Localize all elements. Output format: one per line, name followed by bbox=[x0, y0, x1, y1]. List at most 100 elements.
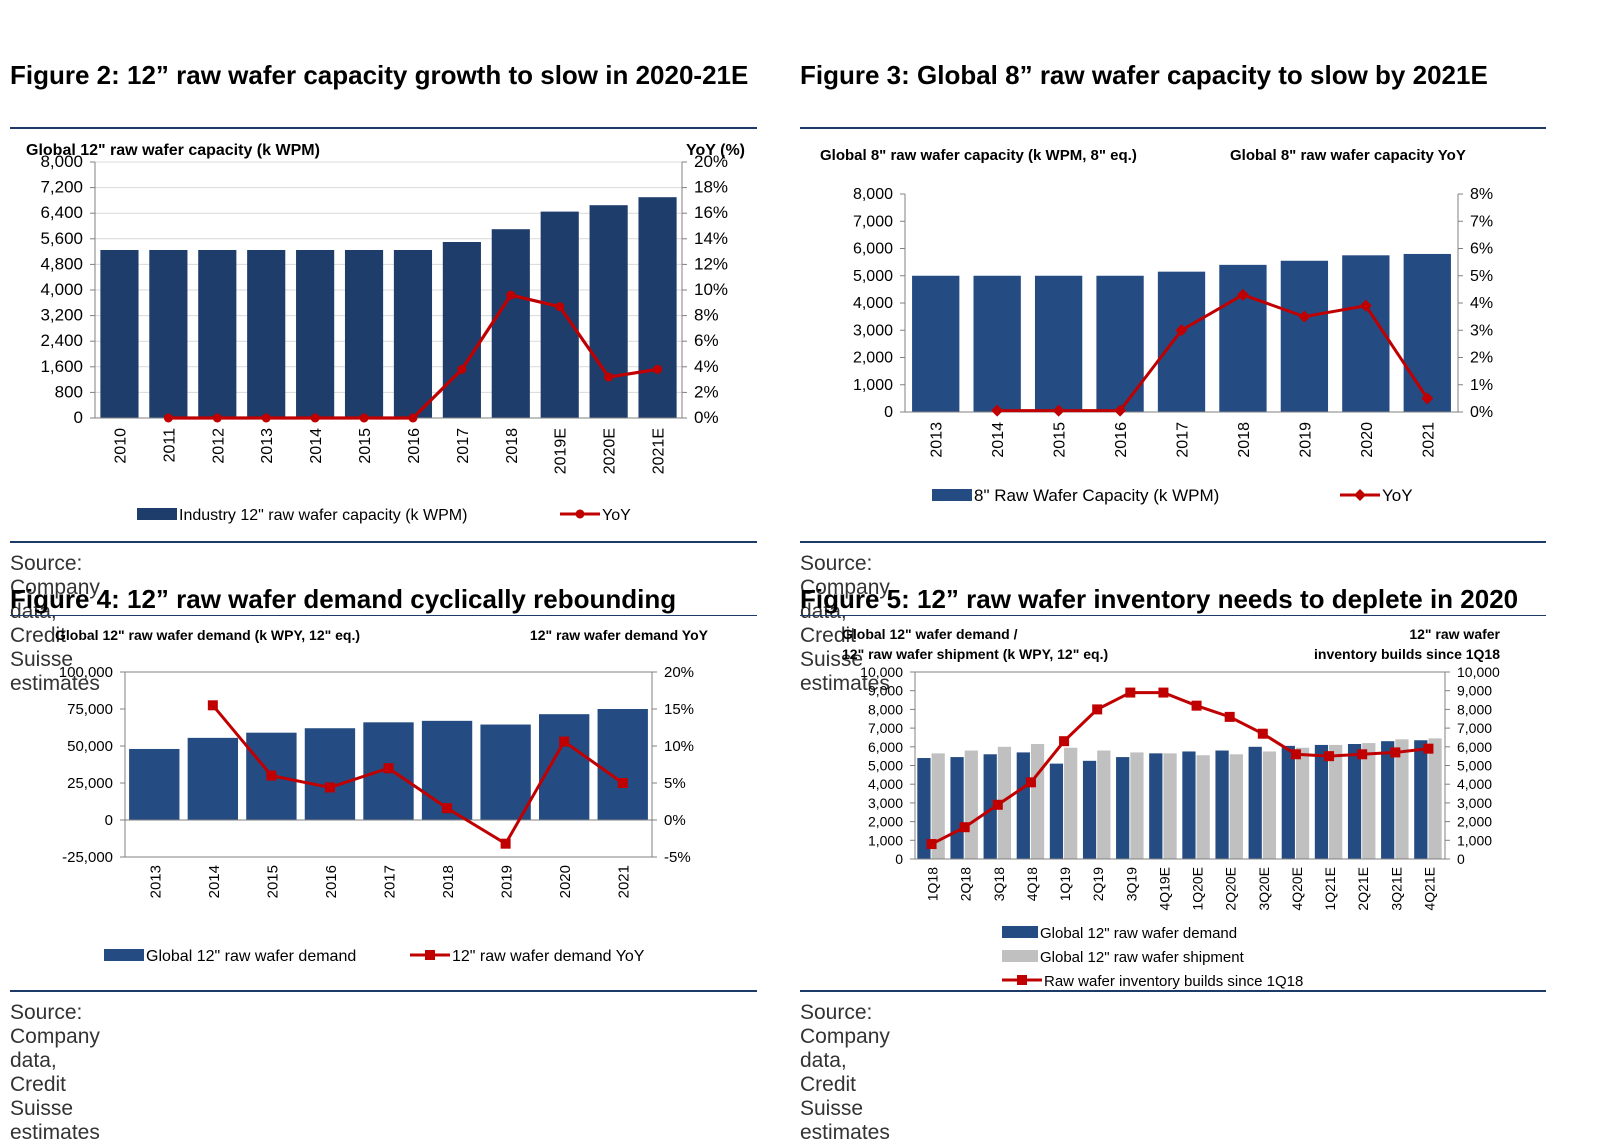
bar bbox=[1249, 747, 1262, 859]
category-label: 2020 bbox=[1359, 422, 1376, 458]
left-tick-label: 0 bbox=[884, 404, 893, 421]
left-tick-label: 800 bbox=[55, 382, 83, 401]
category-label: 2011 bbox=[161, 428, 178, 463]
left-tick-label: 2,000 bbox=[868, 814, 903, 830]
left-tick-label: 0 bbox=[105, 812, 113, 829]
figure-3-bottom-rule bbox=[800, 541, 1546, 543]
bar bbox=[1197, 755, 1210, 859]
line-point bbox=[325, 782, 335, 792]
right-tick-label: 16% bbox=[694, 203, 728, 222]
left-tick-label: 3,000 bbox=[868, 795, 903, 811]
line-point bbox=[506, 291, 515, 300]
right-tick-label: 4% bbox=[694, 357, 719, 376]
right-axis-title: 12" raw wafer demand YoY bbox=[530, 627, 709, 643]
left-tick-label: 8,000 bbox=[40, 152, 83, 171]
left-tick-label: 75,000 bbox=[67, 701, 113, 718]
right-tick-label: 3,000 bbox=[1457, 795, 1492, 811]
left-tick-label: 8,000 bbox=[853, 186, 893, 203]
left-tick-label: 50,000 bbox=[67, 738, 113, 755]
right-tick-label: 14% bbox=[694, 229, 728, 248]
right-tick-label: 0 bbox=[1457, 851, 1465, 867]
left-tick-label: 6,000 bbox=[868, 739, 903, 755]
line-point bbox=[927, 839, 937, 849]
bar bbox=[1282, 746, 1295, 859]
left-tick-label: 5,600 bbox=[40, 229, 83, 248]
right-axis-title-line: 12" raw wafer bbox=[1409, 626, 1500, 642]
right-tick-label: 10,000 bbox=[1457, 664, 1500, 680]
right-tick-label: 8% bbox=[1470, 186, 1493, 203]
bar bbox=[1414, 740, 1427, 859]
bar bbox=[443, 242, 481, 418]
line-point bbox=[1158, 688, 1168, 698]
category-label: 2020 bbox=[557, 865, 574, 898]
bar bbox=[912, 276, 959, 412]
legend-label: Industry 12" raw wafer capacity (k WPM) bbox=[179, 507, 467, 524]
bar bbox=[1149, 753, 1162, 859]
bar bbox=[1031, 744, 1044, 859]
left-tick-label: 4,000 bbox=[853, 295, 893, 312]
left-tick-label: 1,600 bbox=[40, 357, 83, 376]
line-point bbox=[442, 803, 452, 813]
category-label: 2014 bbox=[308, 428, 325, 464]
bar bbox=[247, 250, 285, 418]
bar bbox=[198, 250, 236, 418]
category-label: 2018 bbox=[440, 865, 457, 898]
left-tick-label: 6,000 bbox=[853, 241, 893, 258]
category-label: 2013 bbox=[259, 428, 276, 464]
legend-label: 12" raw wafer demand YoY bbox=[452, 948, 645, 965]
line-point bbox=[1258, 729, 1268, 739]
line-point bbox=[384, 763, 394, 773]
right-tick-label: 0% bbox=[694, 408, 719, 427]
right-tick-label: 1% bbox=[1470, 377, 1493, 394]
bar bbox=[1219, 265, 1266, 412]
line-point bbox=[604, 373, 613, 382]
legend-label: YoY bbox=[1382, 486, 1413, 505]
category-label: 2Q18 bbox=[958, 867, 974, 901]
right-tick-label: 8,000 bbox=[1457, 701, 1492, 717]
category-label: 2Q20E bbox=[1223, 867, 1239, 911]
left-tick-label: 25,000 bbox=[67, 775, 113, 792]
category-label: 2019 bbox=[1297, 422, 1314, 458]
line-point bbox=[164, 414, 173, 423]
legend-label: Global 12" raw wafer demand bbox=[146, 948, 356, 965]
right-tick-label: 0% bbox=[1470, 404, 1493, 421]
category-label: 2020E bbox=[602, 428, 619, 474]
category-label: 4Q18 bbox=[1024, 867, 1040, 901]
line-point bbox=[1324, 751, 1334, 761]
legend-swatch bbox=[1002, 950, 1038, 962]
bar bbox=[1130, 752, 1143, 859]
left-tick-label: 7,000 bbox=[853, 213, 893, 230]
bar bbox=[1329, 745, 1342, 859]
right-axis-title-line: inventory builds since 1Q18 bbox=[1314, 646, 1500, 662]
right-tick-label: 5% bbox=[664, 775, 686, 792]
category-label: 1Q21E bbox=[1322, 867, 1338, 911]
line-point bbox=[1192, 701, 1202, 711]
left-axis-title: Global 12" raw wafer demand (k WPY, 12" … bbox=[55, 627, 360, 643]
figure-5-bottom-rule bbox=[800, 990, 1546, 992]
right-tick-label: 15% bbox=[664, 701, 694, 718]
bar bbox=[1158, 272, 1205, 412]
category-label: 2015 bbox=[1052, 422, 1069, 458]
category-label: 2017 bbox=[455, 428, 472, 464]
right-tick-label: 5,000 bbox=[1457, 758, 1492, 774]
bar bbox=[1035, 276, 1082, 412]
bar bbox=[296, 250, 334, 418]
bar bbox=[1096, 276, 1143, 412]
figure-4-title: Figure 4: 12” raw wafer demand cyclicall… bbox=[10, 582, 770, 617]
legend-label: Global 12" raw wafer shipment bbox=[1040, 949, 1245, 966]
figure-2-bottom-rule bbox=[10, 541, 757, 543]
bar bbox=[480, 725, 530, 820]
line-point bbox=[1390, 747, 1400, 757]
category-label: 2019 bbox=[499, 865, 516, 898]
right-tick-label: 6% bbox=[1470, 241, 1493, 258]
bar bbox=[305, 728, 355, 820]
category-label: 2010 bbox=[112, 428, 129, 464]
left-tick-label: 3,200 bbox=[40, 306, 83, 325]
bar bbox=[394, 250, 432, 418]
bar bbox=[1428, 738, 1441, 859]
legend-swatch bbox=[1002, 926, 1038, 938]
left-tick-label: 5,000 bbox=[868, 758, 903, 774]
bar bbox=[1215, 751, 1228, 859]
right-tick-label: 9,000 bbox=[1457, 683, 1492, 699]
category-label: 2Q19 bbox=[1090, 867, 1106, 901]
